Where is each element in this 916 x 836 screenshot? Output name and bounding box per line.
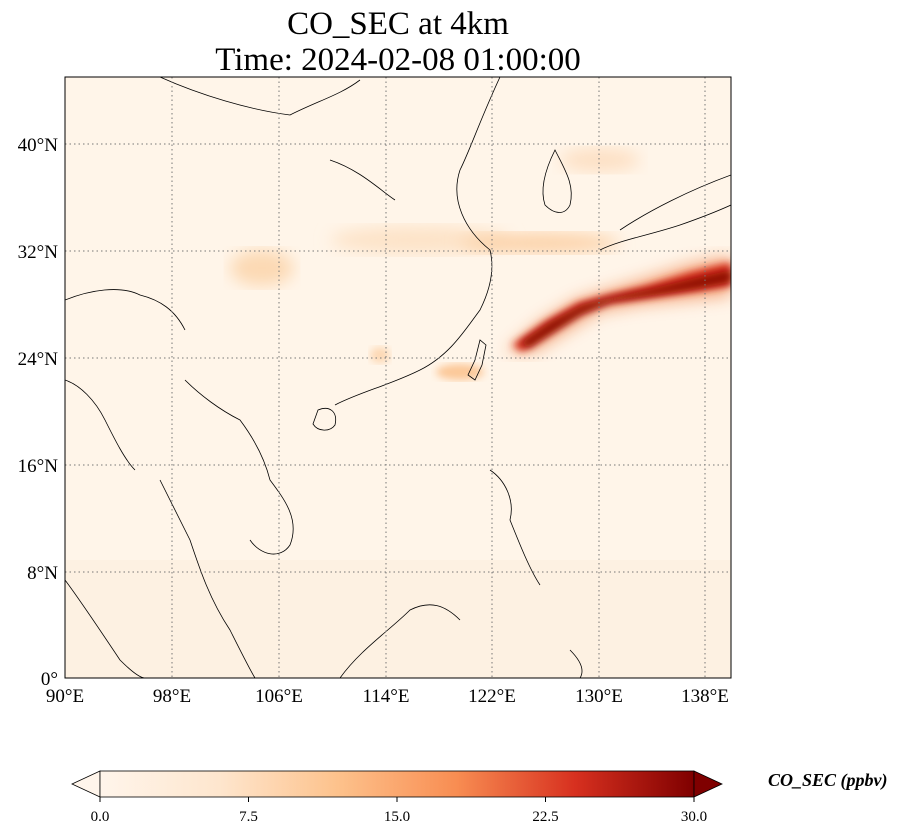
map-title-line1: CO_SEC at 4km [287, 6, 509, 42]
colorbar: 0.0 7.5 15.0 22.5 30.0 [71, 770, 723, 825]
map-title-line2: Time: 2024-02-08 01:00:00 [215, 42, 581, 78]
colorbar-min-extend [71, 770, 101, 798]
lat-tick: 8°N [27, 563, 58, 584]
lat-tick: 16°N [18, 456, 59, 477]
lat-tick: 40°N [18, 135, 59, 156]
lat-tick: 24°N [18, 349, 59, 370]
colorbar-tick: 0.0 [91, 809, 110, 825]
plume-peak [520, 270, 731, 348]
lat-tick-labels: 0° 8°N 16°N 24°N 32°N 40°N [18, 135, 59, 690]
plume-korea [560, 148, 640, 172]
borneo-coast [339, 604, 461, 678]
plume-inland-west [230, 250, 294, 286]
plume-central-band [330, 226, 510, 254]
coastlines [65, 77, 731, 678]
japan-coast [619, 174, 731, 231]
co-sec-field [65, 77, 731, 678]
lon-tick: 98°E [153, 686, 191, 707]
sumatra-coast [65, 579, 146, 678]
map-frame [64, 76, 732, 679]
indochina-coast [184, 379, 294, 555]
plume-east-band [460, 233, 620, 253]
taiwan-coast [467, 339, 487, 381]
lon-tick: 122°E [468, 686, 516, 707]
china-coast [334, 77, 501, 406]
plume-taiwan [436, 364, 484, 380]
colorbar-gradient [99, 770, 695, 798]
plume-small [370, 347, 390, 363]
lon-tick-labels: 90°E 98°E 106°E 114°E 122°E 130°E 138°E [46, 686, 729, 707]
colorbar-tick: 22.5 [532, 809, 558, 825]
lon-tick: 114°E [363, 686, 410, 707]
lat-tick: 0° [41, 669, 58, 690]
colorbar-tick: 15.0 [384, 809, 410, 825]
lon-tick: 138°E [681, 686, 729, 707]
colorbar-label: CO_SEC (ppbv) [768, 770, 888, 790]
gridlines [65, 77, 731, 678]
lat-tick: 32°N [18, 242, 59, 263]
malay-coast [159, 479, 256, 678]
philippines-coast [489, 469, 541, 586]
hainan-coast [312, 408, 337, 431]
korea-coast [542, 149, 572, 213]
colorbar-tick: 30.0 [681, 809, 707, 825]
colorbar-tick: 7.5 [239, 809, 258, 825]
colorbar-max-extend [693, 770, 723, 798]
lon-tick: 90°E [46, 686, 84, 707]
lon-tick: 106°E [255, 686, 303, 707]
lon-tick: 130°E [575, 686, 623, 707]
